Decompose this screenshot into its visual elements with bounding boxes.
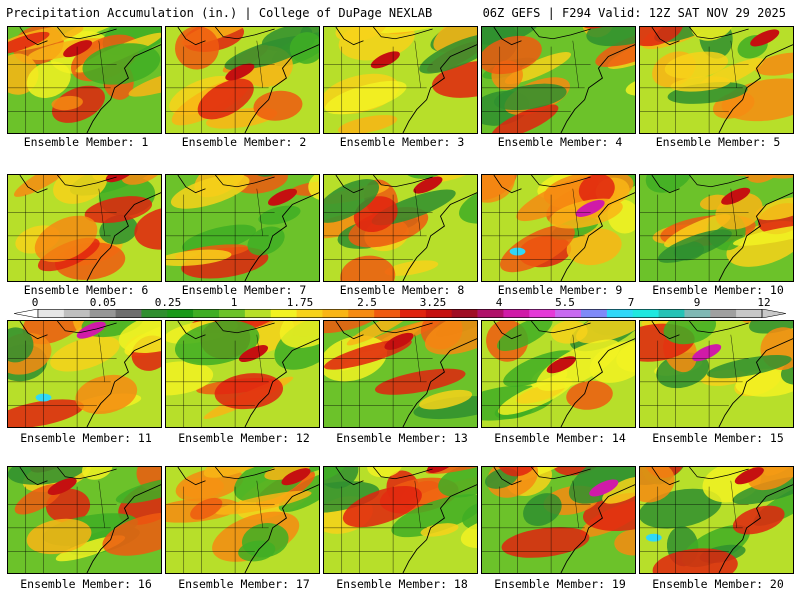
ensemble-member-label: Ensemble Member: 2 [181, 135, 307, 149]
ensemble-member-label: Ensemble Member: 7 [181, 283, 307, 297]
colorbar-tick-label: 4 [495, 296, 503, 309]
colorbar-tick-label: 1.75 [286, 296, 314, 309]
ensemble-member-label: Ensemble Member: 18 [336, 577, 468, 591]
colorbar-segment [270, 309, 297, 318]
ensemble-map-panel [165, 26, 320, 134]
ensemble-map-panel [323, 174, 478, 282]
colorbar-tick-label: 1 [230, 296, 238, 309]
ensemble-member-label: Ensemble Member: 20 [652, 577, 784, 591]
ensemble-map-panel [481, 466, 636, 574]
colorbar-segment [193, 309, 220, 318]
colorbar-segment [38, 309, 65, 318]
ensemble-member-label: Ensemble Member: 4 [497, 135, 623, 149]
colorbar-segment [322, 309, 349, 318]
colorbar-tick-label: 5.5 [555, 296, 575, 309]
ensemble-member-label: Ensemble Member: 15 [652, 431, 784, 445]
colorbar-segment [581, 309, 608, 318]
colorbar-segment [477, 309, 504, 318]
ensemble-member-label: Ensemble Member: 11 [20, 431, 152, 445]
ensemble-map-panel [639, 26, 794, 134]
precip-colorbar [14, 309, 786, 318]
ensemble-map-panel [165, 174, 320, 282]
ensemble-member-label: Ensemble Member: 1 [23, 135, 149, 149]
colorbar-segment [555, 309, 582, 318]
ensemble-map-panel [323, 320, 478, 428]
ensemble-map-panel [639, 174, 794, 282]
ensemble-map-panel [7, 466, 162, 574]
colorbar-tick-label: 0.05 [89, 296, 117, 309]
map-title: Precipitation Accumulation (in.) | Colle… [6, 6, 433, 20]
colorbar-left-arrow [14, 309, 39, 318]
colorbar-tick-label: 12 [757, 296, 771, 309]
colorbar-segment [451, 309, 478, 318]
ensemble-member-label: Ensemble Member: 14 [494, 431, 626, 445]
colorbar-tick-label: 3.25 [419, 296, 447, 309]
colorbar-segment [503, 309, 530, 318]
colorbar-segment [658, 309, 685, 318]
colorbar-segment [425, 309, 453, 318]
ensemble-map-panel [639, 466, 794, 574]
ensemble-member-label: Ensemble Member: 17 [178, 577, 310, 591]
ensemble-map-panel [323, 26, 478, 134]
colorbar-tick-label: 9 [693, 296, 701, 309]
ensemble-map-panel [7, 320, 162, 428]
ensemble-member-label: Ensemble Member: 9 [497, 283, 623, 297]
ensemble-map-panel [481, 320, 636, 428]
colorbar-tick-label: 2.5 [357, 296, 377, 309]
ensemble-member-label: Ensemble Member: 12 [178, 431, 310, 445]
colorbar-segment [63, 309, 91, 318]
colorbar-segment [400, 309, 427, 318]
colorbar-segment [606, 309, 634, 318]
ensemble-map-panel [639, 320, 794, 428]
ensemble-map-panel [481, 26, 636, 134]
ensemble-member-label: Ensemble Member: 8 [339, 283, 465, 297]
run-valid-time: 06Z GEFS | F294 Valid: 12Z SAT NOV 29 20… [482, 6, 786, 20]
ensemble-map-panel [481, 174, 636, 282]
colorbar-segment [684, 309, 711, 318]
colorbar-segment [219, 309, 246, 318]
colorbar-tick-label: 0 [31, 296, 39, 309]
colorbar-segment [632, 309, 659, 318]
ensemble-member-label: Ensemble Member: 16 [20, 577, 152, 591]
ensemble-member-label: Ensemble Member: 5 [655, 135, 781, 149]
colorbar-segment [115, 309, 142, 318]
colorbar-segment [710, 309, 737, 318]
colorbar-segment [529, 309, 556, 318]
ensemble-member-label: Ensemble Member: 19 [494, 577, 626, 591]
colorbar-segment [348, 309, 375, 318]
ensemble-map-panel [165, 320, 320, 428]
ensemble-member-label: Ensemble Member: 10 [652, 283, 784, 297]
colorbar-segment [374, 309, 401, 318]
ensemble-map-panel [323, 466, 478, 574]
colorbar-segment [89, 309, 116, 318]
ensemble-member-label: Ensemble Member: 6 [23, 283, 149, 297]
colorbar-tick-label: 7 [627, 296, 635, 309]
colorbar-segment [167, 309, 194, 318]
ensemble-member-label: Ensemble Member: 13 [336, 431, 468, 445]
ensemble-map-panel [7, 174, 162, 282]
colorbar-tick-label: 0.25 [154, 296, 182, 309]
colorbar-segment [244, 309, 272, 318]
ensemble-member-label: Ensemble Member: 3 [339, 135, 465, 149]
colorbar-segment [296, 309, 323, 318]
colorbar-segment [141, 309, 168, 318]
ensemble-map-panel [165, 466, 320, 574]
colorbar-right-arrow [761, 309, 786, 318]
ensemble-map-panel [7, 26, 162, 134]
colorbar-segment [736, 309, 763, 318]
